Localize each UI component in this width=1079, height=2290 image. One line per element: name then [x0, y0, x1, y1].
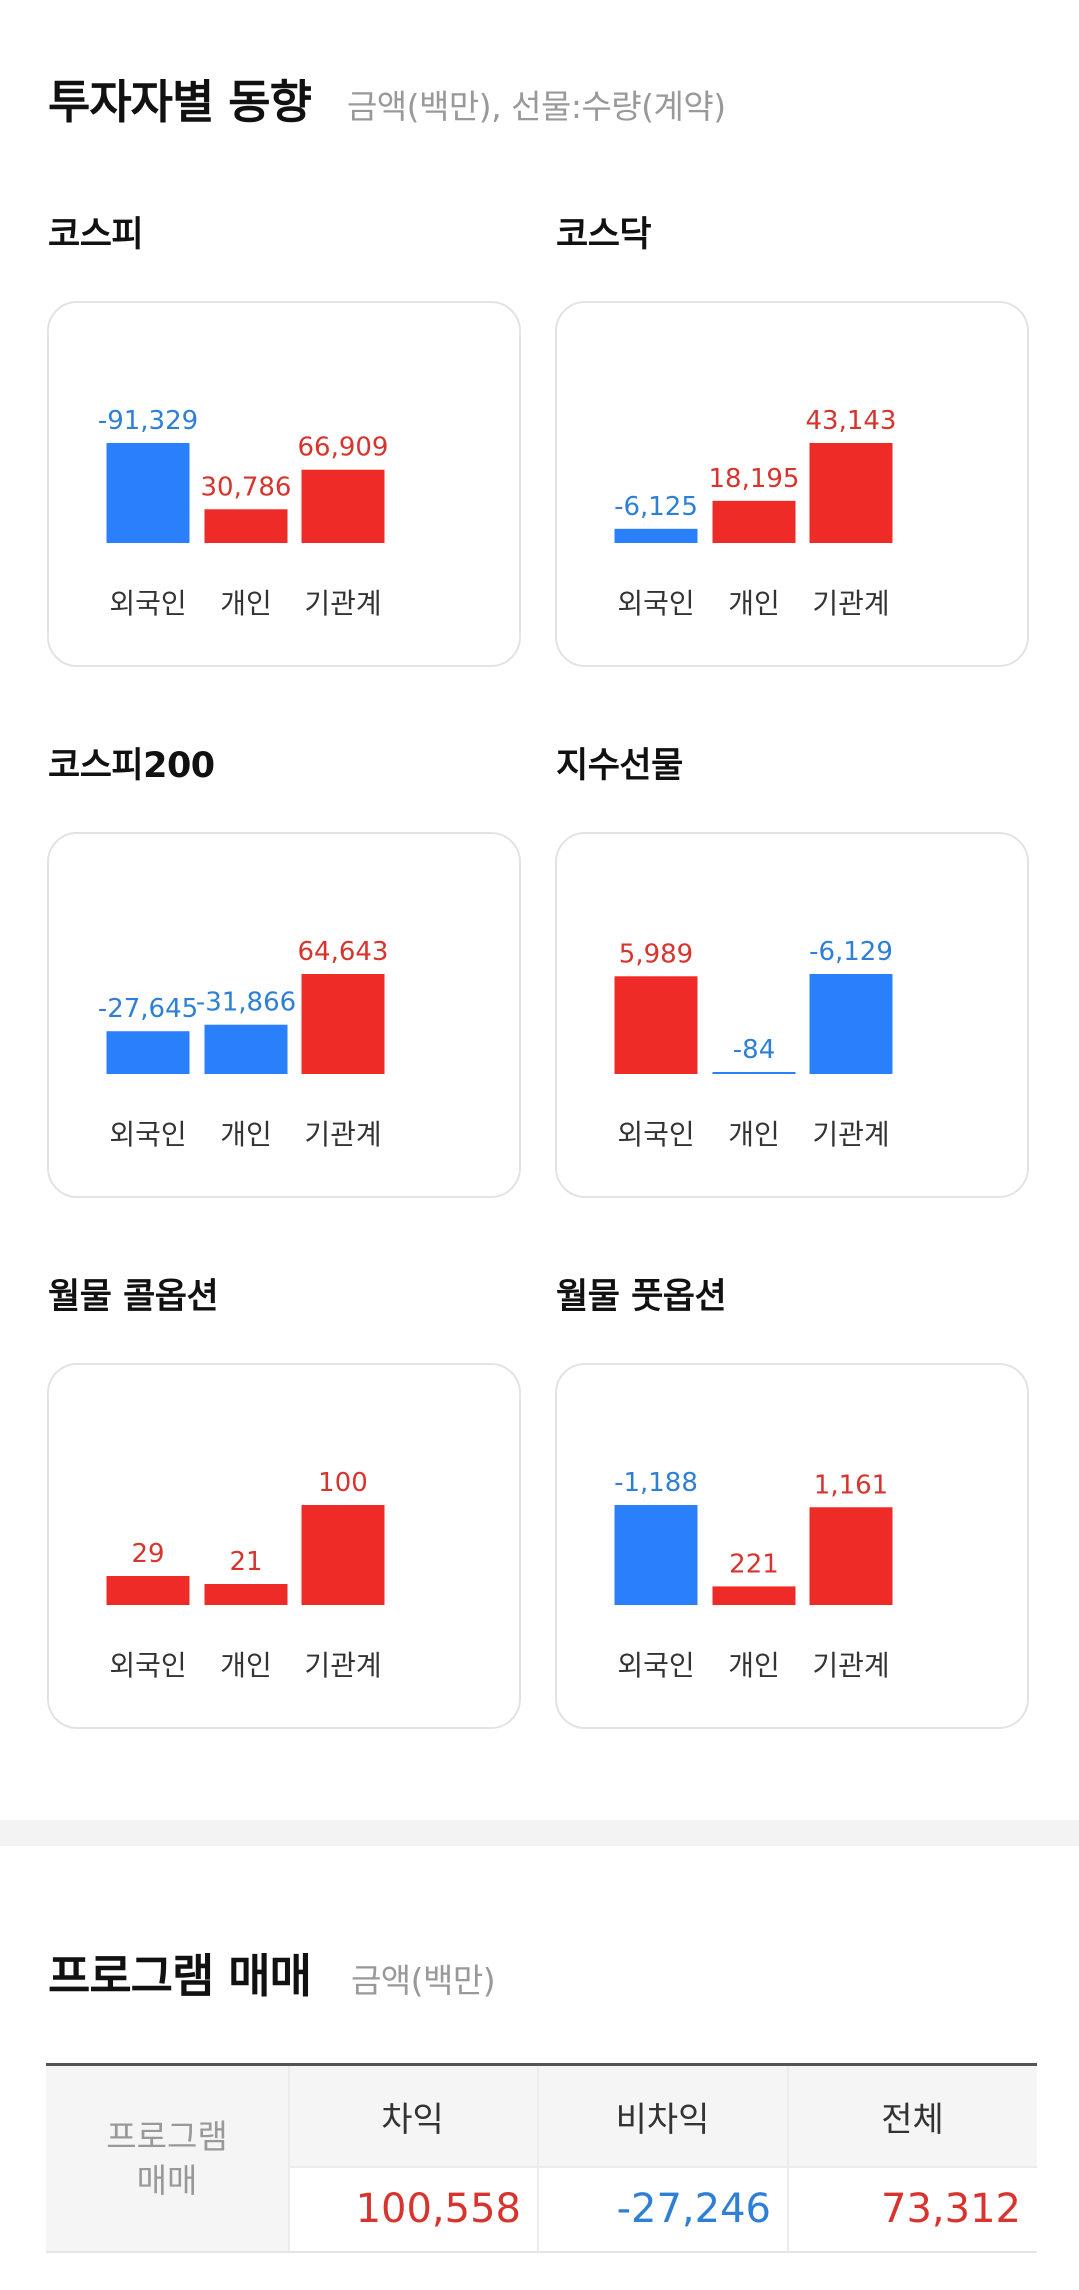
program-trading-header: 프로그램 매매 금액(백만) [48, 1940, 496, 2006]
category-label: 외국인 [617, 587, 694, 620]
category-label: 개인 [220, 1118, 272, 1151]
bar-value-label: 18,195 [709, 464, 800, 494]
col-header-total: 전체 [788, 2066, 1037, 2166]
value-arbitrage: 100,558 [355, 2185, 521, 2232]
bar-2 [809, 974, 893, 1074]
chart-card-monthly-put: -1,188 외국인 221 개인 1,161 기관계 [555, 1363, 1029, 1729]
chart-kospi200-svg: -27,645 외국인 -31,866 개인 64,643 기관계 [98, 937, 389, 1151]
bar-value-label: 66,909 [298, 433, 389, 463]
chart-monthly-put-svg: -1,188 외국인 221 개인 1,161 기관계 [614, 1468, 893, 1682]
chart-title-kospi: 코스피 [48, 215, 144, 255]
bar-1 [204, 1024, 288, 1074]
bar-0 [614, 976, 698, 1074]
bar-value-label: 100 [318, 1468, 368, 1498]
chart-kosdaq-svg: -6,125 외국인 18,195 개인 43,143 기관계 [614, 406, 897, 620]
program-trading-subtitle: 금액(백만) [350, 1961, 496, 2000]
bar-2 [301, 469, 385, 543]
bar-value-label: 64,643 [298, 937, 389, 967]
category-label: 개인 [220, 587, 272, 620]
col-divider [537, 2066, 539, 2251]
category-label: 기관계 [812, 1649, 889, 1682]
table-row-header: 프로그램 매매 [46, 2066, 288, 2251]
bar-1 [712, 500, 796, 543]
chart-card-kospi200: -27,645 외국인 -31,866 개인 64,643 기관계 [47, 832, 521, 1198]
bar-2 [301, 1505, 385, 1605]
category-label: 외국인 [617, 1118, 694, 1151]
row-header-line1: 프로그램 [106, 2116, 228, 2156]
bar-value-label: 5,989 [619, 939, 693, 969]
chart-card-index-futures: 5,989 외국인 -84 개인 -6,129 기관계 [555, 832, 1029, 1198]
chart-card-kosdaq: -6,125 외국인 18,195 개인 43,143 기관계 [555, 301, 1029, 667]
bar-value-label: 1,161 [814, 1470, 888, 1500]
investor-trend-subtitle: 금액(백만), 선물:수량(계약) [346, 87, 726, 126]
col-header-arbitrage: 차익 [288, 2066, 537, 2166]
bar-value-label: -31,866 [196, 988, 296, 1018]
category-label: 기관계 [304, 587, 381, 620]
bar-1 [204, 1584, 288, 1605]
table-col-arbitrage: 차익 100,558 [288, 2066, 537, 2251]
value-total: 73,312 [881, 2185, 1021, 2232]
chart-card-kospi: -91,329 외국인 30,786 개인 66,909 기관계 [47, 301, 521, 667]
chart-kospi-svg: -91,329 외국인 30,786 개인 66,909 기관계 [98, 406, 389, 620]
category-label: 기관계 [812, 1118, 889, 1151]
category-label: 기관계 [304, 1118, 381, 1151]
col-divider [787, 2066, 789, 2251]
investor-trend-title: 투자자별 동향 [48, 75, 312, 129]
category-label: 개인 [728, 1118, 780, 1151]
header-divider [288, 2166, 1037, 2168]
bar-0 [106, 1576, 190, 1605]
chart-card-monthly-call: 29 외국인 21 개인 100 기관계 [47, 1363, 521, 1729]
chart-title-monthly-put: 월물 풋옵션 [556, 1277, 727, 1317]
bar-value-label: -6,125 [614, 492, 698, 522]
bar-value-label: -91,329 [98, 406, 198, 436]
bar-0 [614, 528, 698, 543]
chart-title-index-futures: 지수선물 [556, 746, 683, 786]
chart-title-kosdaq: 코스닥 [556, 215, 652, 255]
bar-1 [712, 1586, 796, 1605]
bar-value-label: 30,786 [201, 472, 292, 502]
bar-value-label: -27,645 [98, 994, 198, 1024]
bar-2 [809, 443, 893, 543]
chart-monthly-call-svg: 29 외국인 21 개인 100 기관계 [106, 1468, 385, 1682]
col-header-non-arbitrage: 비차익 [538, 2066, 787, 2166]
table-col-total: 전체 73,312 [788, 2066, 1037, 2251]
category-label: 외국인 [109, 1118, 186, 1151]
bar-0 [106, 1031, 190, 1074]
category-label: 외국인 [109, 587, 186, 620]
bar-value-label: 221 [729, 1549, 779, 1579]
category-label: 개인 [220, 1649, 272, 1682]
bar-value-label: 43,143 [806, 406, 897, 436]
category-label: 기관계 [304, 1649, 381, 1682]
program-trading-title: 프로그램 매매 [48, 1949, 312, 2003]
bar-value-label: 29 [131, 1539, 164, 1569]
bar-2 [809, 1507, 893, 1605]
category-label: 기관계 [812, 587, 889, 620]
chart-index-futures-svg: 5,989 외국인 -84 개인 -6,129 기관계 [614, 937, 893, 1151]
bar-value-label: -84 [733, 1035, 775, 1065]
investor-trend-header: 투자자별 동향 금액(백만), 선물:수량(계약) [48, 66, 726, 132]
bar-1 [712, 1072, 796, 1074]
bar-value-label: -1,188 [614, 1468, 698, 1498]
bar-2 [301, 974, 385, 1074]
category-label: 개인 [728, 587, 780, 620]
bar-value-label: 21 [229, 1547, 262, 1577]
category-label: 외국인 [109, 1649, 186, 1682]
value-non-arbitrage: -27,246 [616, 2185, 771, 2232]
program-trading-table: 프로그램 매매 차익 100,558 비차익 -27,246 전체 73,312 [46, 2063, 1037, 2253]
category-label: 개인 [728, 1649, 780, 1682]
bar-0 [614, 1505, 698, 1605]
bar-0 [106, 443, 190, 543]
chart-title-monthly-call: 월물 콜옵션 [48, 1277, 219, 1317]
row-header-line2: 매매 [136, 2160, 198, 2200]
bar-value-label: -6,129 [809, 937, 893, 967]
bar-1 [204, 509, 288, 543]
table-bottom-border [46, 2251, 1037, 2253]
chart-title-kospi200: 코스피200 [48, 746, 215, 786]
col-divider [288, 2066, 290, 2251]
table-col-non-arbitrage: 비차익 -27,246 [538, 2066, 787, 2251]
category-label: 외국인 [617, 1649, 694, 1682]
section-divider [0, 1820, 1079, 1846]
